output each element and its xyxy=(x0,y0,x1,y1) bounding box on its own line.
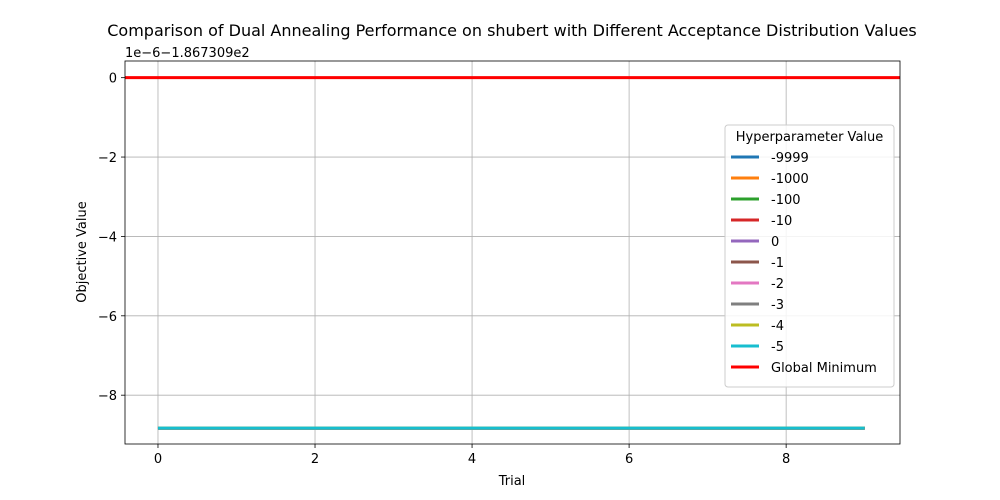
y-offset-label: 1e−6−1.867309e2 xyxy=(125,46,250,61)
x-tick-label-2: 4 xyxy=(468,452,476,467)
legend-label-2: -100 xyxy=(771,193,801,208)
x-axis-label: Trial xyxy=(498,474,526,489)
y-tick-label-1: −2 xyxy=(98,151,117,166)
legend-label-5: -1 xyxy=(771,256,784,271)
x-axis: 0 2 4 6 8 xyxy=(154,444,790,467)
legend-label-4: 0 xyxy=(771,235,779,250)
x-tick-label-3: 6 xyxy=(625,452,633,467)
legend-label-8: -4 xyxy=(771,319,784,334)
y-tick-label-2: −4 xyxy=(98,230,117,245)
legend-label-7: -3 xyxy=(771,298,784,313)
plot-frame xyxy=(124,60,901,445)
legend-label-3: -10 xyxy=(771,214,792,229)
legend: Hyperparameter Value-9999-1000-100-100-1… xyxy=(724,124,895,388)
x-tick-label-0: 0 xyxy=(154,452,162,467)
legend-title: Hyperparameter Value xyxy=(736,130,884,145)
legend-label-1: -1000 xyxy=(771,172,809,187)
y-axis-label: Objective Value xyxy=(75,201,90,302)
y-axis: 0 −2 −4 −6 −8 xyxy=(98,72,125,404)
y-tick-label-0: 0 xyxy=(109,72,117,87)
chart-title: Comparison of Dual Annealing Performance… xyxy=(107,21,917,40)
legend-label-6: -2 xyxy=(771,277,784,292)
series-lines xyxy=(125,76,900,430)
legend-label-10: Global Minimum xyxy=(771,361,877,376)
x-tick-label-4: 8 xyxy=(782,452,790,467)
plot-area-border xyxy=(124,60,901,445)
legend-label-9: -5 xyxy=(771,340,784,355)
x-tick-label-1: 2 xyxy=(311,452,319,467)
legend-label-0: -9999 xyxy=(771,151,809,166)
y-tick-label-4: −8 xyxy=(98,389,117,404)
legend-box xyxy=(724,124,895,388)
y-tick-label-3: −6 xyxy=(98,310,117,325)
